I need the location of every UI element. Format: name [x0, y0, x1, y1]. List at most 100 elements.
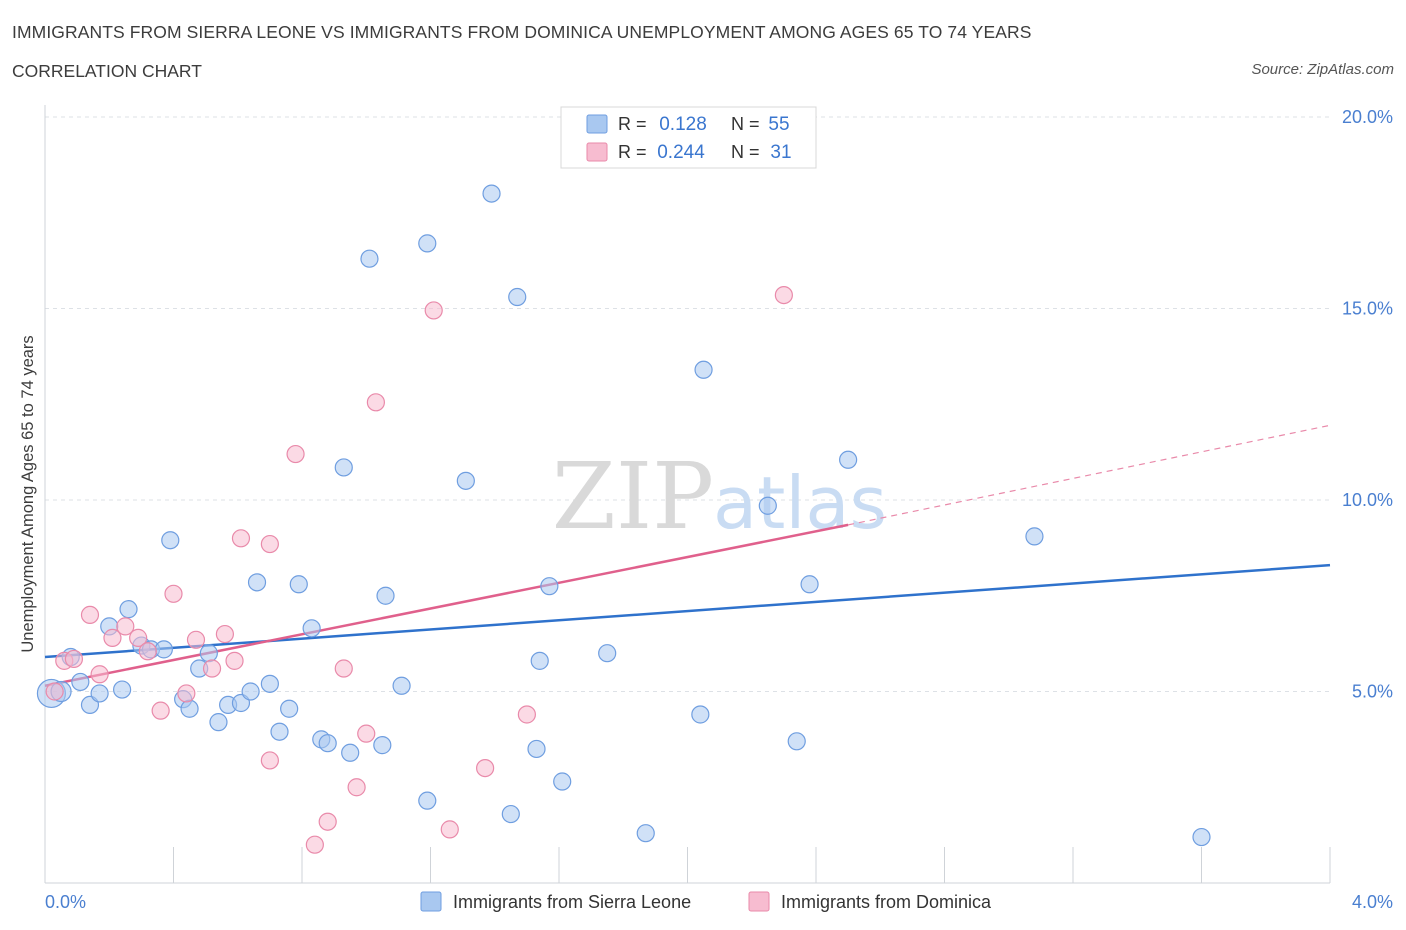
- axes: [44, 105, 1331, 884]
- point-sierra-leone: [280, 699, 299, 718]
- point-dominica: [138, 642, 157, 661]
- point-dominica: [45, 682, 64, 701]
- point-sierra-leone: [636, 824, 655, 843]
- point-dominica: [151, 701, 170, 720]
- point-sierra-leone: [334, 458, 353, 477]
- point-dominica: [286, 444, 305, 464]
- point-dominica: [177, 684, 196, 703]
- y-tick-label: 5.0%: [1352, 682, 1393, 702]
- point-dominica: [225, 651, 244, 670]
- trend-line-dominica: [44, 523, 849, 687]
- trend-line-dominica-extension: [848, 424, 1331, 526]
- point-sierra-leone: [501, 804, 520, 824]
- legend-swatch-sierra-leone: [420, 891, 442, 912]
- point-dominica: [476, 758, 495, 778]
- watermark: ZIP atlas: [552, 443, 887, 550]
- point-sierra-leone: [530, 651, 549, 670]
- stats-n-label-2: N =: [731, 142, 760, 162]
- point-sierra-leone: [318, 734, 337, 753]
- point-sierra-leone: [199, 644, 218, 663]
- point-sierra-leone: [154, 640, 173, 659]
- point-sierra-leone: [376, 586, 395, 605]
- chart-title: IMMIGRANTS FROM SIERRA LEONE VS IMMIGRAN…: [12, 22, 1032, 42]
- point-dominica: [90, 665, 109, 684]
- point-sierra-leone: [787, 732, 806, 751]
- stats-legend: R = 0.128 N = 55 R = 0.244 N = 31: [560, 106, 817, 169]
- trend-line-sierra-leone: [44, 563, 1331, 659]
- point-dominica: [103, 628, 122, 647]
- point-dominica: [424, 301, 443, 320]
- legend-label-sierra-leone: Immigrants from Sierra Leone: [453, 892, 691, 912]
- point-dominica: [164, 584, 183, 603]
- point-dominica: [517, 705, 536, 724]
- point-dominica: [366, 393, 385, 412]
- point-sierra-leone: [527, 739, 546, 759]
- series-legend: Immigrants from Sierra Leone Immigrants …: [420, 891, 992, 912]
- stats-n-value-2: 31: [770, 142, 791, 163]
- point-sierra-leone: [112, 680, 132, 699]
- point-dominica: [347, 778, 366, 797]
- point-sierra-leone: [302, 619, 321, 638]
- point-dominica: [260, 751, 279, 770]
- point-sierra-leone: [360, 249, 379, 268]
- point-dominica: [318, 812, 337, 831]
- point-sierra-leone: [341, 743, 360, 762]
- legend-swatch-dominica: [748, 891, 770, 912]
- stats-r-value-1: 0.128: [659, 114, 707, 135]
- point-sierra-leone: [1192, 827, 1211, 847]
- chart-subtitle: CORRELATION CHART: [12, 61, 202, 81]
- source-credit: Source: ZipAtlas.com: [1251, 61, 1394, 78]
- point-sierra-leone: [418, 791, 437, 810]
- point-sierra-leone: [392, 676, 411, 695]
- y-tick-label: 15.0%: [1342, 299, 1393, 319]
- point-sierra-leone: [241, 682, 260, 701]
- y-tick-label: 20.0%: [1342, 107, 1393, 127]
- stats-swatch-blue: [586, 114, 608, 134]
- stats-n-label-1: N =: [731, 114, 760, 134]
- point-dominica: [215, 624, 234, 644]
- point-sierra-leone: [209, 713, 228, 732]
- point-dominica: [357, 724, 376, 743]
- point-sierra-leone: [691, 705, 710, 724]
- tick-labels: 5.0% 10.0% 15.0% 20.0% 0.0% 4.0%: [45, 107, 1393, 912]
- point-sierra-leone: [800, 575, 819, 594]
- stats-r-label-2: R =: [618, 142, 647, 162]
- legend-label-dominica: Immigrants from Dominica: [781, 892, 992, 912]
- point-sierra-leone: [119, 600, 138, 619]
- point-sierra-leone: [260, 674, 279, 693]
- point-sierra-leone: [418, 234, 437, 253]
- point-sierra-leone: [180, 699, 199, 718]
- point-dominica: [774, 285, 793, 305]
- point-dominica: [260, 534, 279, 554]
- point-sierra-leone: [90, 684, 109, 703]
- point-sierra-leone: [270, 722, 289, 741]
- point-sierra-leone: [247, 573, 267, 592]
- watermark-zip: ZIP: [552, 443, 714, 550]
- point-sierra-leone: [289, 575, 308, 594]
- x-tick-label: 0.0%: [45, 892, 86, 912]
- point-dominica: [64, 649, 84, 669]
- point-sierra-leone: [839, 450, 858, 469]
- point-dominica: [305, 835, 324, 854]
- point-dominica: [116, 617, 135, 636]
- stats-r-value-2: 0.244: [657, 142, 705, 163]
- point-dominica: [80, 605, 100, 625]
- point-dominica: [334, 659, 353, 678]
- point-sierra-leone: [482, 184, 501, 203]
- point-sierra-leone: [540, 577, 559, 596]
- stats-swatch-pink: [586, 142, 608, 162]
- stats-r-label-1: R =: [618, 114, 647, 134]
- point-sierra-leone: [598, 644, 617, 663]
- point-sierra-leone: [373, 736, 392, 755]
- point-sierra-leone: [758, 496, 777, 515]
- y-axis-label: Unemployment Among Ages 65 to 74 years: [19, 335, 37, 652]
- point-dominica: [231, 529, 251, 548]
- watermark-atlas: atlas: [713, 461, 887, 545]
- point-sierra-leone: [456, 471, 475, 490]
- trend-lines: [44, 424, 1331, 687]
- point-sierra-leone: [694, 360, 713, 379]
- point-sierra-leone: [1025, 527, 1044, 546]
- point-sierra-leone: [161, 531, 180, 550]
- point-dominica: [440, 820, 459, 839]
